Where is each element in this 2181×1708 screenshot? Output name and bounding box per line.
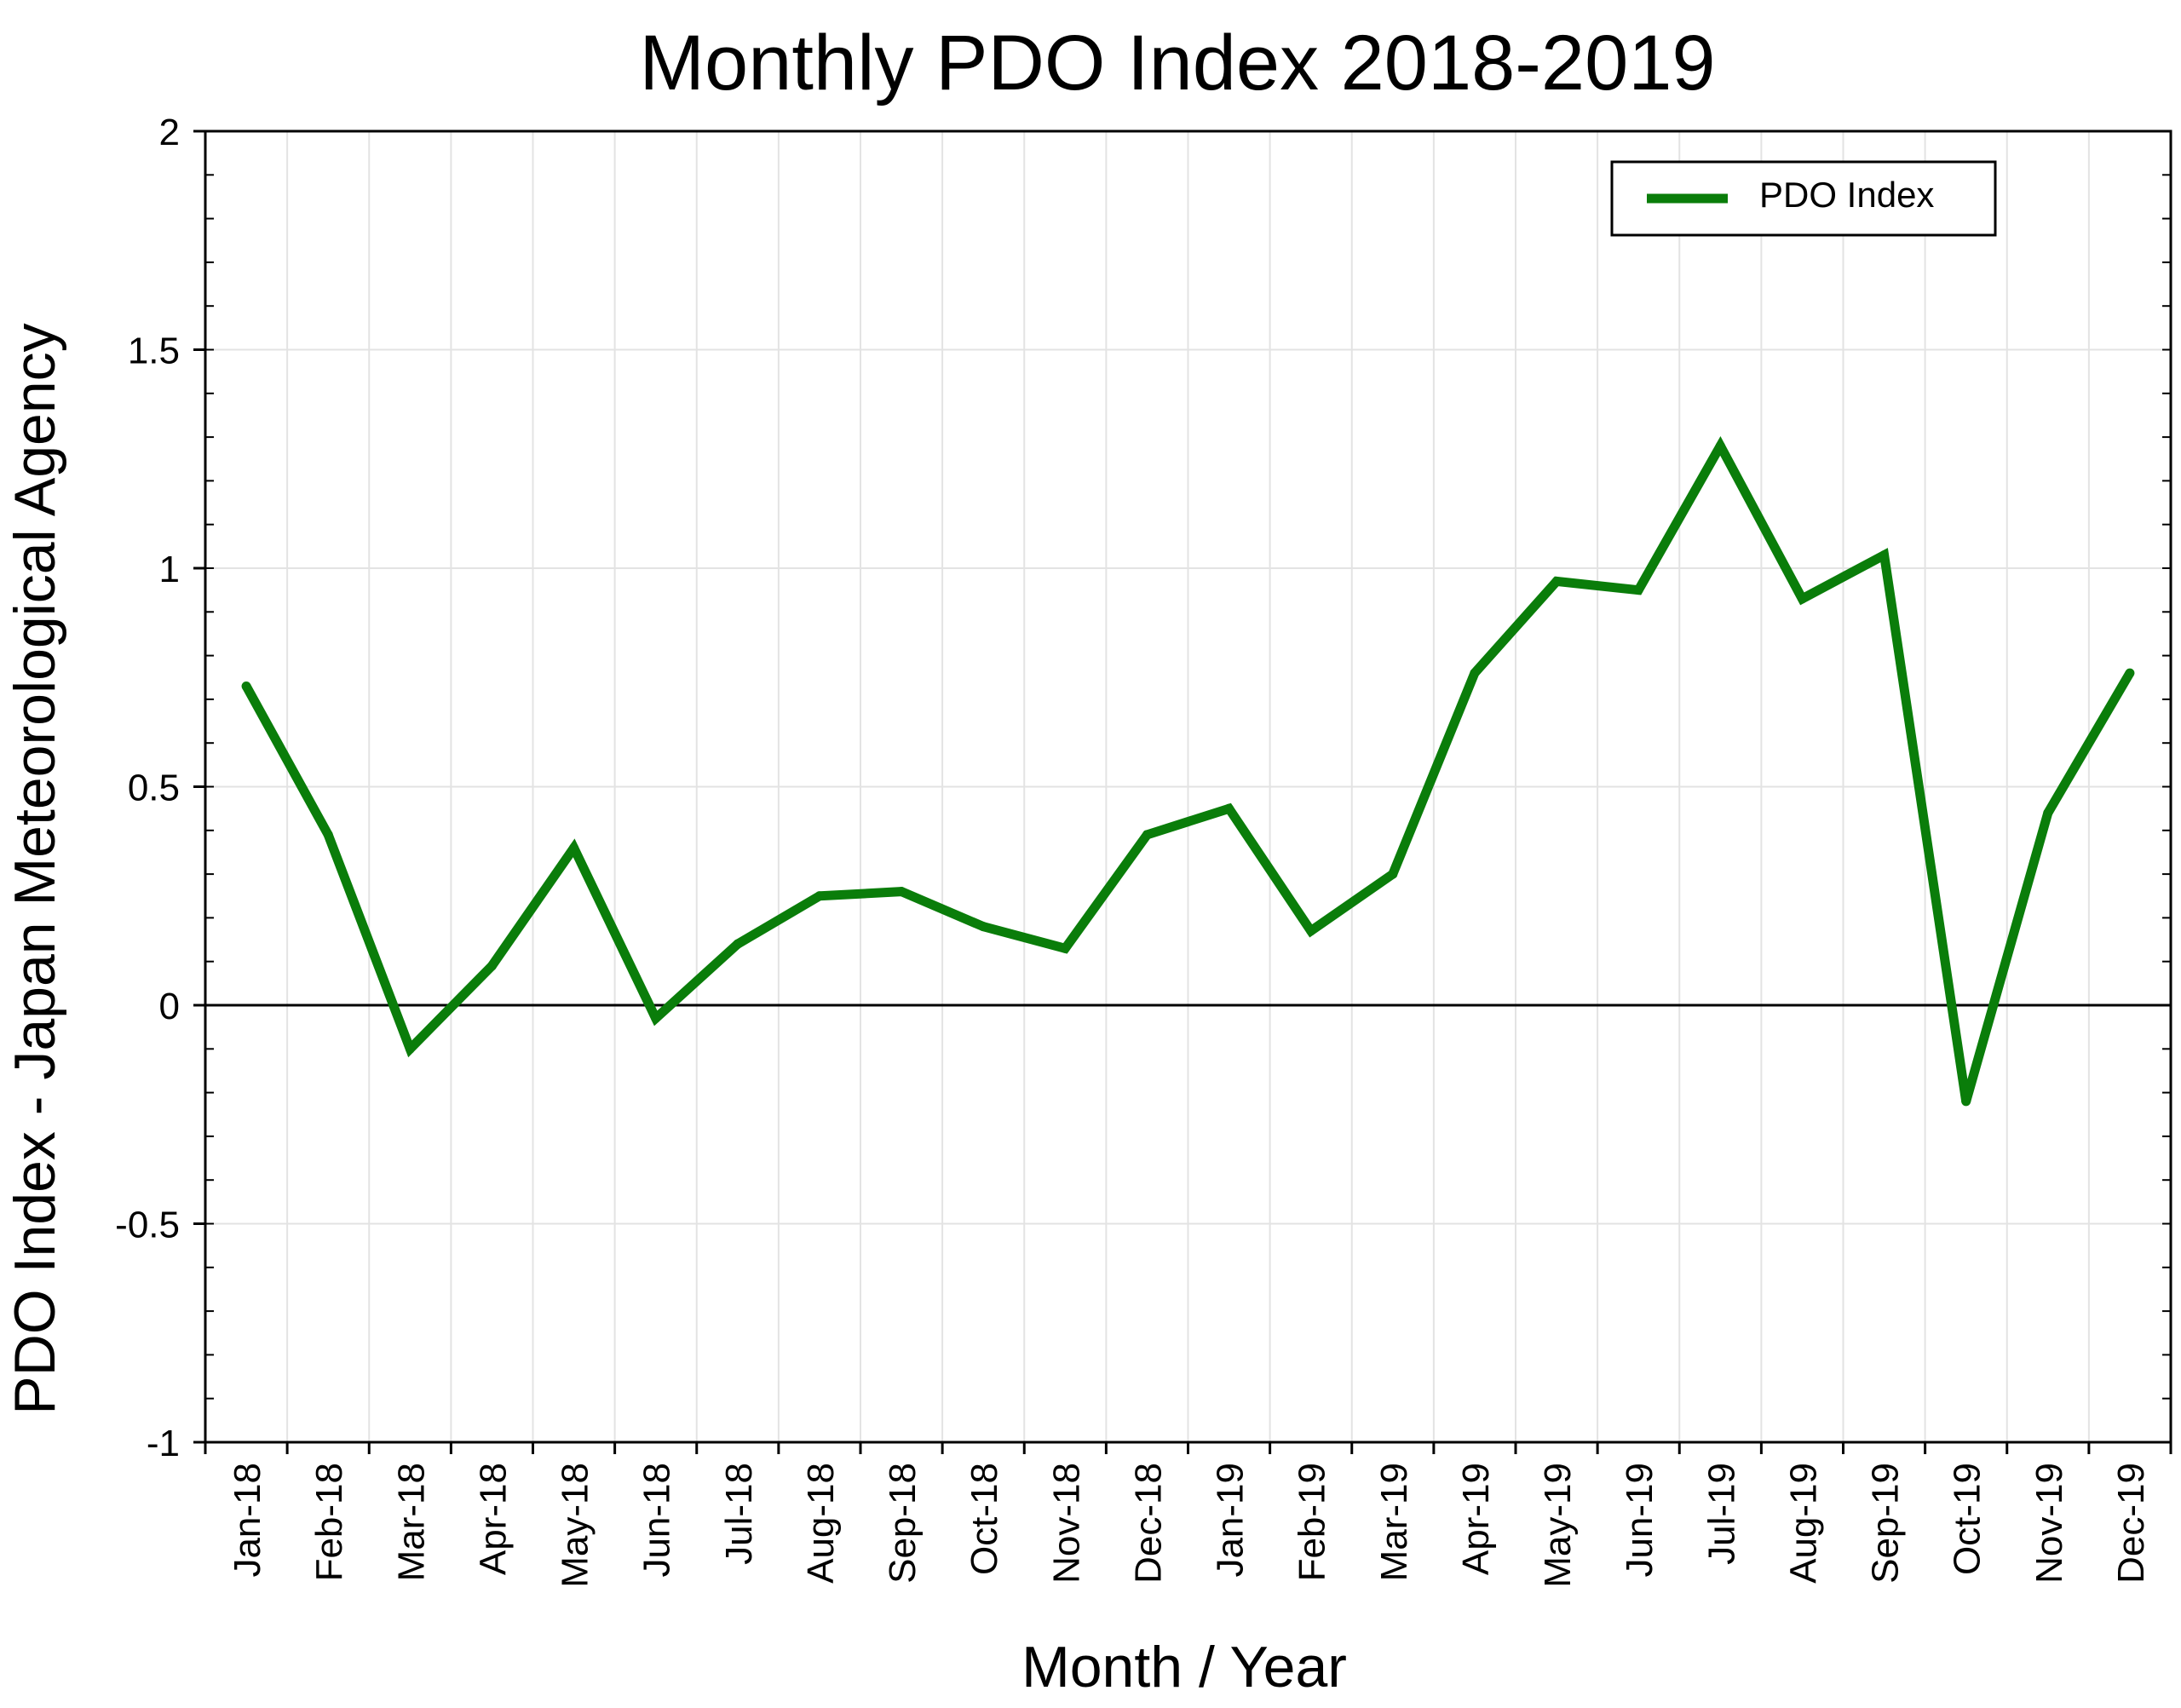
legend: PDO Index [1610, 160, 1997, 237]
y-tick-label: 0 [159, 986, 180, 1027]
x-tick-label: Feb-19 [1292, 1463, 1333, 1581]
x-axis-label: Month / Year [1021, 1635, 1347, 1699]
y-tick-label: -0.5 [115, 1205, 180, 1246]
x-tick-label: Sep-19 [1865, 1463, 1907, 1584]
x-tick-label: Jan-19 [1210, 1463, 1252, 1578]
data-point-pdo-index [1961, 1096, 1971, 1107]
data-point-pdo-index [1797, 594, 1807, 604]
data-point-pdo-index [1142, 830, 1152, 840]
grid [205, 130, 2171, 1443]
data-point-pdo-index [1879, 550, 1890, 561]
x-tick-label: Jun-19 [1619, 1463, 1660, 1578]
data-point-pdo-index [1224, 803, 1234, 814]
x-tick-label: Jul-19 [1700, 1463, 1742, 1565]
chart-title: Monthly PDO Index 2018-2019 [639, 20, 1715, 106]
data-point-pdo-index [896, 887, 906, 897]
x-tick-label: Aug-18 [800, 1463, 842, 1584]
x-tick-label: Apr-18 [472, 1463, 514, 1575]
y-axis-ticks: -1 -0.5 0 0.5 1 1.5 2 [115, 112, 205, 1464]
x-tick-label: Oct-18 [964, 1463, 1005, 1575]
data-point-pdo-index [814, 891, 825, 901]
x-tick-label: Aug-19 [1782, 1463, 1824, 1584]
y-tick-label: -1 [147, 1423, 180, 1464]
data-point-pdo-index [486, 961, 497, 971]
data-point-pdo-index [1551, 576, 1562, 586]
x-tick-label: Oct-19 [1947, 1463, 1988, 1575]
x-axis-ticks: Jan-18 Feb-18 Mar-18 Apr-18 May-18 Jun-18 Jul-… [204, 1442, 2172, 1588]
x-tick-label: Apr-19 [1455, 1463, 1497, 1575]
x-tick-label: Sep-18 [882, 1463, 924, 1584]
data-point-pdo-index [1715, 440, 1725, 451]
legend-label-pdo-index: PDO Index [1759, 175, 1934, 215]
y-tick-label: 2 [159, 112, 180, 153]
data-point-pdo-index [733, 939, 743, 949]
series-line-pdo-index [242, 436, 2134, 1103]
data-point-pdo-index [1306, 926, 1316, 936]
y-tick-label: 1 [159, 549, 180, 590]
x-tick-label: Dec-18 [1127, 1463, 1169, 1584]
data-point-pdo-index [1633, 585, 1643, 595]
x-tick-label: Nov-18 [1045, 1463, 1087, 1584]
data-point-pdo-index [1470, 668, 1480, 678]
y-tick-label: 1.5 [128, 331, 180, 372]
x-tick-label: May-18 [555, 1463, 596, 1588]
data-point-pdo-index [569, 842, 579, 853]
x-tick-label: Jul-18 [718, 1463, 760, 1565]
y-axis-label: PDO Index - Japan Meteorological Agency [3, 323, 67, 1414]
x-tick-label: Feb-18 [308, 1463, 350, 1581]
data-point-pdo-index [651, 1013, 661, 1023]
x-tick-label: Mar-19 [1373, 1463, 1415, 1581]
data-point-pdo-index [241, 681, 251, 692]
x-tick-label: Nov-19 [2029, 1463, 2070, 1584]
data-point-pdo-index [2043, 808, 2053, 818]
x-tick-label: Jan-18 [227, 1463, 268, 1578]
x-tick-label: May-19 [1537, 1463, 1579, 1588]
data-point-pdo-index [1388, 869, 1398, 879]
data-points [241, 440, 2135, 1107]
data-point-pdo-index [405, 1044, 415, 1054]
data-point-pdo-index [323, 830, 333, 840]
data-point-pdo-index [2125, 668, 2135, 678]
x-tick-label: Dec-19 [2110, 1463, 2152, 1584]
x-tick-label: Mar-18 [390, 1463, 432, 1581]
y-tick-label: 0.5 [128, 768, 180, 809]
data-point-pdo-index [1060, 943, 1070, 953]
data-point-pdo-index [978, 922, 988, 932]
x-tick-label: Jun-18 [636, 1463, 678, 1578]
